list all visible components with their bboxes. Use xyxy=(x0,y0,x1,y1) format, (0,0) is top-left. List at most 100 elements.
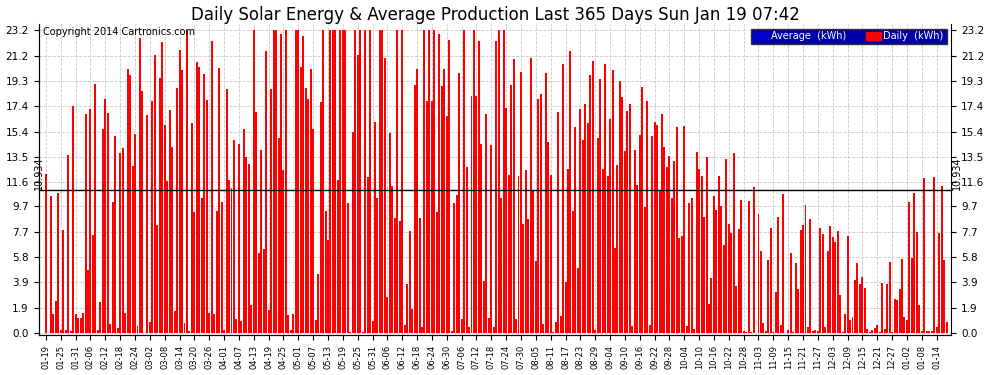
Bar xyxy=(191,123,193,333)
Bar xyxy=(800,230,802,333)
Bar xyxy=(168,110,170,333)
Bar xyxy=(668,156,670,333)
Bar xyxy=(223,330,225,333)
Bar xyxy=(246,158,248,333)
Bar xyxy=(448,40,450,333)
Bar xyxy=(569,51,571,333)
Bar xyxy=(275,30,277,333)
Bar xyxy=(835,242,837,333)
Bar xyxy=(252,30,254,333)
Bar xyxy=(844,314,846,333)
Bar xyxy=(807,327,809,333)
Bar xyxy=(614,248,616,333)
Bar xyxy=(384,58,386,333)
Bar xyxy=(483,280,485,333)
Bar xyxy=(646,101,648,333)
Bar xyxy=(599,80,601,333)
Bar xyxy=(292,314,294,333)
Bar xyxy=(513,58,515,333)
Bar xyxy=(747,201,749,333)
Bar xyxy=(82,313,84,333)
Bar xyxy=(639,135,641,333)
Legend: Average  (kWh), Daily  (kWh): Average (kWh), Daily (kWh) xyxy=(750,28,946,44)
Bar xyxy=(267,310,269,333)
Bar xyxy=(50,196,51,333)
Bar xyxy=(89,110,91,333)
Bar xyxy=(310,69,312,333)
Bar xyxy=(132,166,134,333)
Bar xyxy=(876,326,878,333)
Bar xyxy=(305,88,307,333)
Bar xyxy=(562,64,564,333)
Bar xyxy=(911,258,913,333)
Bar xyxy=(864,288,866,333)
Bar xyxy=(854,280,856,333)
Bar xyxy=(183,323,185,333)
Bar xyxy=(543,324,545,333)
Bar xyxy=(277,138,279,333)
Bar xyxy=(861,277,863,333)
Bar xyxy=(651,136,653,333)
Bar xyxy=(528,219,530,333)
Bar xyxy=(176,88,178,333)
Bar xyxy=(547,142,549,333)
Bar xyxy=(698,169,700,333)
Bar xyxy=(572,211,574,333)
Bar xyxy=(896,300,898,333)
Bar xyxy=(480,144,482,333)
Bar xyxy=(782,194,784,333)
Bar xyxy=(723,244,725,333)
Bar xyxy=(498,30,500,333)
Bar xyxy=(587,123,589,333)
Bar xyxy=(592,61,594,333)
Bar xyxy=(840,295,842,333)
Bar xyxy=(233,141,235,333)
Bar xyxy=(929,332,931,333)
Bar xyxy=(473,30,475,333)
Bar xyxy=(500,198,502,333)
Bar xyxy=(644,207,645,333)
Bar xyxy=(797,289,799,333)
Bar xyxy=(584,104,586,333)
Bar xyxy=(359,30,361,333)
Bar xyxy=(671,198,673,333)
Bar xyxy=(622,98,624,333)
Bar xyxy=(711,278,713,333)
Bar xyxy=(881,283,883,333)
Bar xyxy=(153,55,155,333)
Bar xyxy=(493,327,495,333)
Bar xyxy=(713,196,715,333)
Bar xyxy=(706,157,708,333)
Bar xyxy=(921,332,923,333)
Bar xyxy=(856,263,858,333)
Bar xyxy=(414,85,416,333)
Bar xyxy=(67,155,69,333)
Bar xyxy=(178,50,180,333)
Bar xyxy=(127,69,129,333)
Bar xyxy=(810,219,812,333)
Bar xyxy=(342,30,344,333)
Bar xyxy=(354,30,356,333)
Bar xyxy=(604,64,606,333)
Bar xyxy=(742,331,744,333)
Bar xyxy=(272,30,274,333)
Bar xyxy=(790,253,792,333)
Bar xyxy=(148,322,150,333)
Bar xyxy=(899,289,901,333)
Bar xyxy=(889,262,891,333)
Bar xyxy=(315,320,317,333)
Bar xyxy=(837,231,839,333)
Bar xyxy=(624,151,626,333)
Bar xyxy=(151,101,153,333)
Bar xyxy=(792,332,794,333)
Bar xyxy=(119,153,121,333)
Bar xyxy=(69,330,71,333)
Bar xyxy=(617,165,619,333)
Bar xyxy=(696,152,698,333)
Bar xyxy=(691,198,693,333)
Bar xyxy=(891,332,893,333)
Bar xyxy=(243,129,245,333)
Bar xyxy=(137,326,139,333)
Bar xyxy=(198,67,200,333)
Bar xyxy=(322,30,324,333)
